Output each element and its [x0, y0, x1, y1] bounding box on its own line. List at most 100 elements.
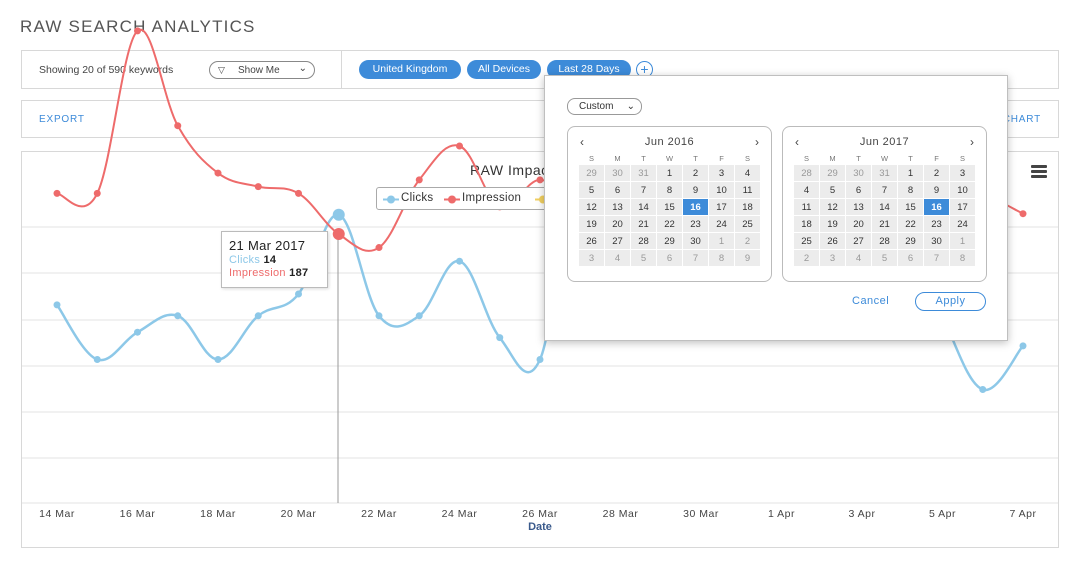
calendar-day[interactable]: 3 [708, 164, 735, 182]
calendar-day[interactable]: 1 [656, 164, 683, 182]
clicks-point[interactable] [375, 312, 383, 320]
calendar-day[interactable]: 30 [923, 232, 950, 250]
chart-menu-icon[interactable] [1031, 165, 1047, 179]
calendar-day[interactable]: 25 [793, 232, 820, 250]
impression-point[interactable] [93, 189, 101, 197]
filter-chip-country[interactable]: United Kingdom [359, 60, 461, 79]
prev-month-button[interactable]: ‹ [795, 135, 799, 149]
clicks-point[interactable] [332, 208, 345, 221]
next-month-button[interactable]: › [755, 135, 759, 149]
calendar-day[interactable]: 29 [897, 232, 924, 250]
calendar-day[interactable]: 2 [682, 164, 709, 182]
calendar-day[interactable]: 14 [871, 198, 898, 216]
clicks-point[interactable] [174, 312, 182, 320]
calendar-day[interactable]: 31 [871, 164, 898, 182]
calendar-day[interactable]: 9 [923, 181, 950, 199]
calendar-day[interactable]: 22 [656, 215, 683, 233]
calendar-day[interactable]: 8 [656, 181, 683, 199]
range-mode-select[interactable]: Custom ⌄ [567, 98, 642, 115]
impression-point[interactable] [1019, 210, 1027, 218]
calendar-day[interactable]: 10 [949, 181, 976, 199]
legend-item-impression[interactable]: Impression [462, 192, 522, 204]
calendar-day[interactable]: 30 [845, 164, 872, 182]
clicks-point[interactable] [295, 290, 302, 298]
clicks-point[interactable] [214, 355, 222, 363]
calendar-day[interactable]: 25 [734, 215, 761, 233]
calendar-day[interactable]: 16 [923, 198, 950, 216]
calendar-day[interactable]: 5 [578, 181, 605, 199]
calendar-day[interactable]: 18 [734, 198, 761, 216]
impression-point[interactable] [53, 189, 61, 197]
clicks-point[interactable] [254, 312, 262, 320]
calendar-day[interactable]: 7 [871, 181, 898, 199]
calendar-day[interactable]: 1 [949, 232, 976, 250]
clicks-point[interactable] [979, 386, 987, 394]
impression-point[interactable] [174, 122, 182, 130]
calendar-day[interactable]: 28 [630, 232, 657, 250]
impression-point[interactable] [295, 189, 302, 197]
calendar-day[interactable]: 30 [682, 232, 709, 250]
calendar-day[interactable]: 31 [630, 164, 657, 182]
calendar-day[interactable]: 5 [819, 181, 846, 199]
calendar-day[interactable]: 22 [897, 215, 924, 233]
calendar-day[interactable]: 18 [793, 215, 820, 233]
filter-chip-date-range[interactable]: Last 28 Days [547, 60, 631, 79]
calendar-day[interactable]: 11 [734, 181, 761, 199]
impression-point[interactable] [254, 183, 262, 191]
calendar-day[interactable]: 24 [708, 215, 735, 233]
clicks-point[interactable] [496, 334, 504, 342]
calendar-day[interactable]: 26 [819, 232, 846, 250]
calendar-day[interactable]: 9 [734, 249, 761, 267]
filter-chip-device[interactable]: All Devices [467, 60, 541, 79]
calendar-day[interactable]: 23 [682, 215, 709, 233]
calendar-day[interactable]: 20 [845, 215, 872, 233]
export-button[interactable]: EXPORT [39, 114, 85, 125]
calendar-day[interactable]: 21 [630, 215, 657, 233]
calendar-day[interactable]: 1 [708, 232, 735, 250]
calendar-day[interactable]: 16 [682, 198, 709, 216]
legend-item-clicks[interactable]: Clicks [401, 192, 434, 204]
impression-point[interactable] [214, 169, 222, 177]
clicks-point[interactable] [536, 355, 544, 363]
calendar-day[interactable]: 30 [604, 164, 631, 182]
calendar-day[interactable]: 11 [793, 198, 820, 216]
impression-point[interactable] [456, 142, 463, 150]
calendar-day[interactable]: 4 [604, 249, 631, 267]
calendar-day[interactable]: 6 [845, 181, 872, 199]
calendar-day[interactable]: 13 [845, 198, 872, 216]
impression-point[interactable] [375, 244, 383, 252]
calendar-day[interactable]: 13 [604, 198, 631, 216]
calendar-day[interactable]: 4 [734, 164, 761, 182]
clicks-point[interactable] [134, 328, 141, 336]
show-me-dropdown[interactable]: ▽ Show Me ⌄ [209, 61, 315, 79]
calendar-day[interactable]: 6 [897, 249, 924, 267]
calendar-day[interactable]: 1 [897, 164, 924, 182]
calendar-day[interactable]: 2 [734, 232, 761, 250]
calendar-day[interactable]: 6 [656, 249, 683, 267]
calendar-day[interactable]: 14 [630, 198, 657, 216]
calendar-day[interactable]: 3 [578, 249, 605, 267]
calendar-day[interactable]: 10 [708, 181, 735, 199]
calendar-day[interactable]: 7 [923, 249, 950, 267]
impression-point[interactable] [134, 27, 141, 35]
calendar-day[interactable]: 19 [578, 215, 605, 233]
calendar-day[interactable]: 4 [793, 181, 820, 199]
cancel-button[interactable]: Cancel [852, 295, 890, 307]
calendar-day[interactable]: 12 [578, 198, 605, 216]
calendar-day[interactable]: 3 [949, 164, 976, 182]
clicks-point[interactable] [53, 301, 61, 309]
calendar-day[interactable]: 8 [897, 181, 924, 199]
calendar-day[interactable]: 29 [656, 232, 683, 250]
calendar-day[interactable]: 17 [949, 198, 976, 216]
calendar-day[interactable]: 5 [630, 249, 657, 267]
calendar-day[interactable]: 5 [871, 249, 898, 267]
calendar-day[interactable]: 24 [949, 215, 976, 233]
calendar-day[interactable]: 29 [819, 164, 846, 182]
calendar-day[interactable]: 23 [923, 215, 950, 233]
calendar-day[interactable]: 19 [819, 215, 846, 233]
calendar-day[interactable]: 15 [897, 198, 924, 216]
impression-point[interactable] [415, 176, 423, 184]
calendar-day[interactable]: 29 [578, 164, 605, 182]
calendar-day[interactable]: 2 [793, 249, 820, 267]
calendar-day[interactable]: 27 [845, 232, 872, 250]
